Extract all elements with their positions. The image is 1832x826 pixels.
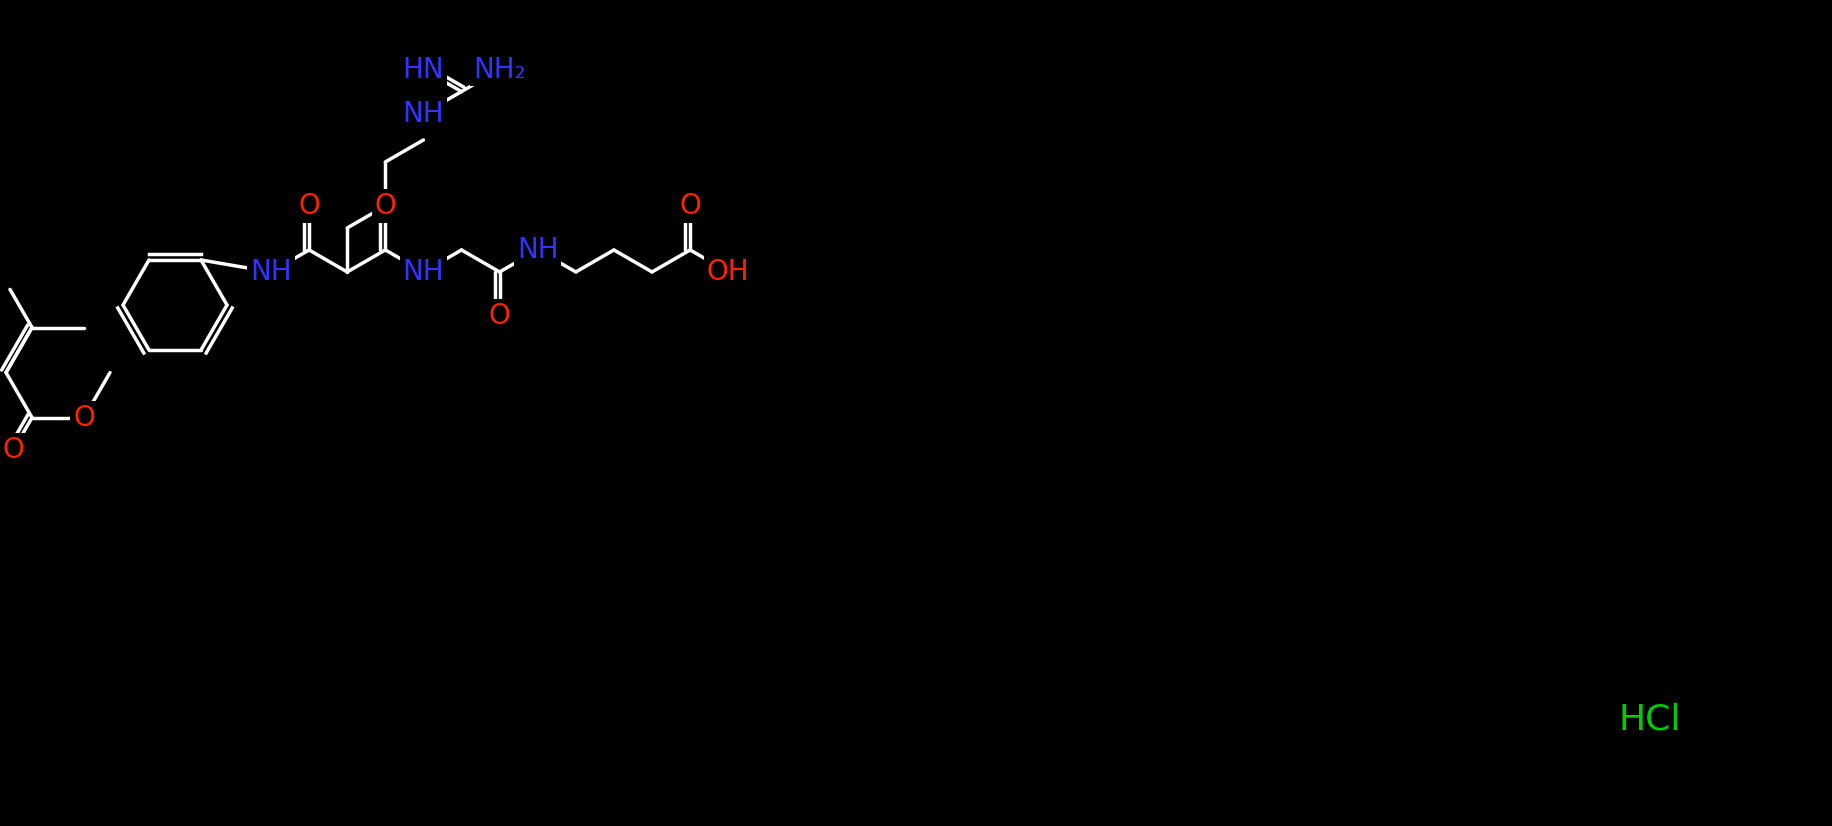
Text: O: O <box>489 302 511 330</box>
Text: O: O <box>374 192 396 220</box>
Text: NH: NH <box>517 236 559 264</box>
Text: O: O <box>2 436 24 464</box>
Text: HN: HN <box>403 55 443 83</box>
Text: O: O <box>680 192 700 220</box>
Text: NH: NH <box>249 258 291 286</box>
Text: OH: OH <box>707 258 749 286</box>
Text: O: O <box>73 404 95 431</box>
Text: HCl: HCl <box>1618 703 1680 737</box>
Text: NH: NH <box>403 100 443 127</box>
Text: O: O <box>299 192 321 220</box>
Text: NH₂: NH₂ <box>473 55 526 83</box>
Text: NH: NH <box>403 258 443 286</box>
